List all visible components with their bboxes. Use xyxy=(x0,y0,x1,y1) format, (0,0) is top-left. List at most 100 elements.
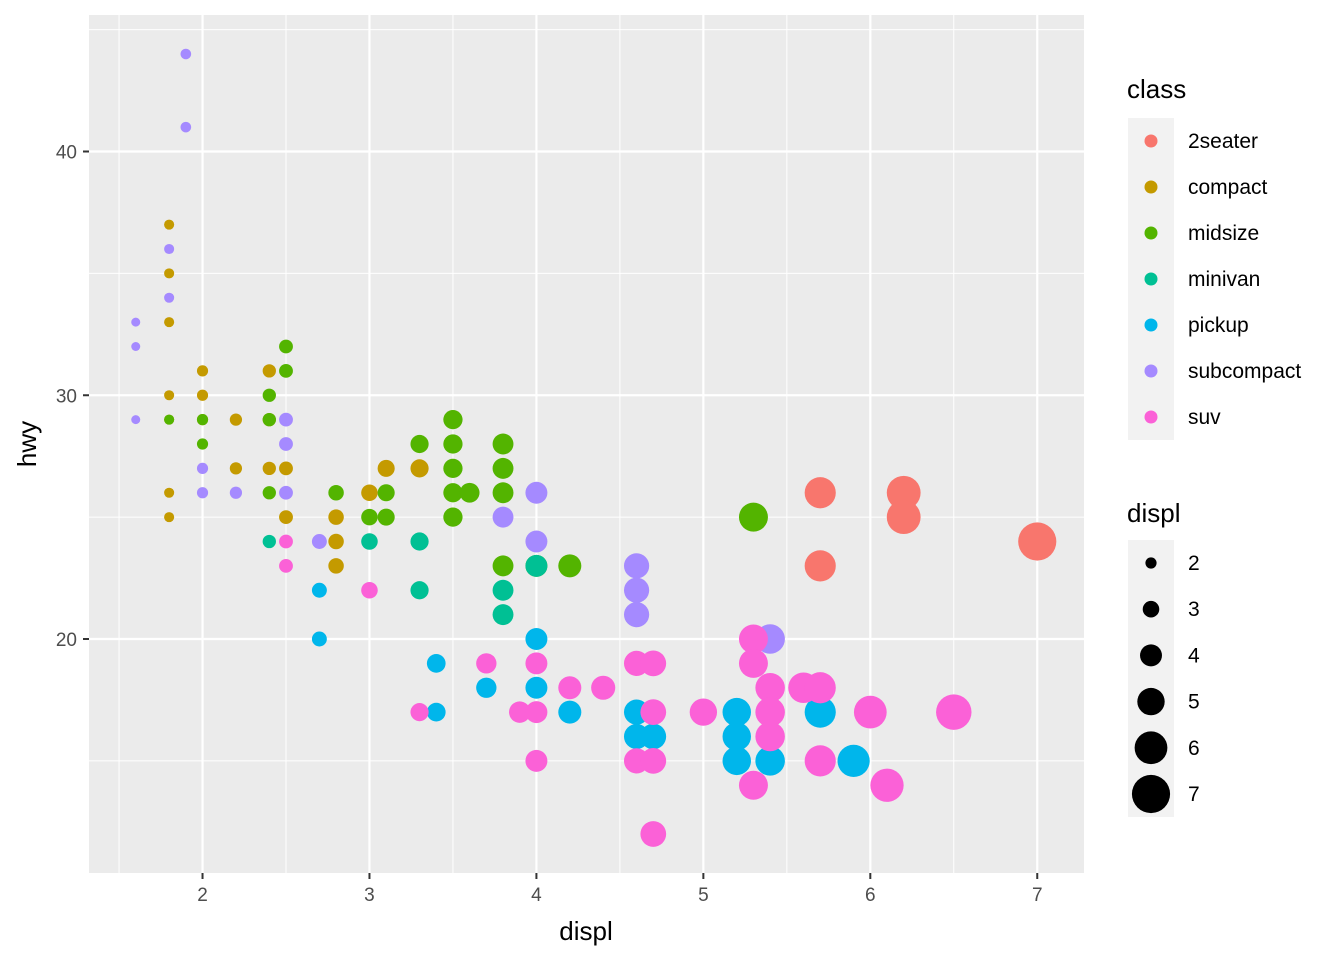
data-point-suv xyxy=(738,624,768,654)
data-point-minivan xyxy=(410,532,429,551)
data-point-midsize xyxy=(196,438,209,450)
legend-key-suv xyxy=(1144,410,1158,424)
data-point-pickup xyxy=(722,722,751,751)
data-point-subcompact xyxy=(164,292,175,303)
legend-size-key-5 xyxy=(1137,687,1165,716)
data-point-suv xyxy=(804,745,836,777)
legend-size-label-4: 4 xyxy=(1188,644,1200,667)
legend-size-key-7 xyxy=(1131,774,1171,814)
data-point-suv xyxy=(640,821,667,847)
x-tick-label: 6 xyxy=(865,885,876,906)
y-tick-label: 20 xyxy=(56,630,77,651)
legend-size-key-4 xyxy=(1140,644,1162,667)
data-point-compact xyxy=(262,364,276,378)
data-point-subcompact xyxy=(525,530,548,553)
data-point-2seater xyxy=(804,550,836,582)
legend-label-suv: suv xyxy=(1188,406,1221,429)
data-point-midsize xyxy=(443,483,463,503)
data-point-suv xyxy=(738,648,768,678)
data-point-suv xyxy=(738,770,768,800)
legend-label-minivan: minivan xyxy=(1188,268,1260,291)
legend-size-key-6 xyxy=(1134,731,1168,765)
data-point-compact xyxy=(196,389,209,401)
y-axis-title: hwy xyxy=(12,421,42,467)
data-point-pickup xyxy=(755,746,785,776)
legend-key-subcompact xyxy=(1144,364,1158,378)
x-tick-label: 5 xyxy=(698,885,709,906)
data-point-pickup xyxy=(837,744,870,777)
data-point-midsize xyxy=(443,507,463,527)
data-point-subcompact xyxy=(311,534,327,549)
x-tick-label: 4 xyxy=(531,885,542,906)
data-point-2seater xyxy=(886,475,921,510)
data-point-midsize xyxy=(196,414,209,426)
legend-displ-title: displ xyxy=(1127,498,1180,528)
data-point-midsize xyxy=(377,484,395,502)
data-point-midsize xyxy=(377,508,395,526)
legend-key-minivan xyxy=(1144,272,1158,286)
data-point-compact xyxy=(164,268,175,279)
data-point-subcompact xyxy=(623,602,650,628)
data-point-suv xyxy=(936,694,972,730)
data-point-midsize xyxy=(492,555,514,577)
x-tick-label: 3 xyxy=(364,885,375,906)
x-tick-label: 7 xyxy=(1032,885,1043,906)
data-point-suv xyxy=(870,768,904,802)
legend-displ: displ 2 3 4 5 6 7 xyxy=(1127,498,1200,817)
legend-label-pickup: pickup xyxy=(1188,314,1249,337)
legend-key-midsize xyxy=(1144,226,1158,240)
legend-class-title: class xyxy=(1127,74,1186,104)
data-point-midsize xyxy=(558,554,582,578)
data-point-suv xyxy=(755,697,785,727)
axes: 2 3 4 5 6 7 20 30 40 xyxy=(56,143,1043,907)
data-point-midsize xyxy=(262,388,276,402)
data-point-subcompact xyxy=(180,121,192,133)
data-point-pickup xyxy=(476,677,497,698)
data-point-compact xyxy=(229,413,243,426)
data-point-subcompact xyxy=(131,342,141,351)
legend-key-pickup xyxy=(1144,318,1158,332)
data-point-midsize xyxy=(328,485,344,501)
data-point-compact xyxy=(164,512,175,523)
data-point-suv xyxy=(279,558,293,573)
data-point-suv xyxy=(640,699,667,725)
legend-size-label-7: 7 xyxy=(1188,783,1200,806)
data-point-midsize xyxy=(279,363,293,378)
data-point-subcompact xyxy=(196,487,209,499)
data-point-midsize xyxy=(410,434,429,454)
data-point-subcompact xyxy=(525,481,548,504)
data-point-midsize xyxy=(443,409,463,430)
legend-key-2seater xyxy=(1144,134,1158,148)
data-point-pickup xyxy=(311,631,327,647)
legend-key-compact xyxy=(1144,180,1158,194)
data-point-suv xyxy=(755,721,785,752)
data-point-compact xyxy=(164,317,175,328)
data-point-compact xyxy=(164,487,175,498)
legend-size-key-3 xyxy=(1142,600,1160,618)
data-point-2seater xyxy=(1018,522,1057,561)
data-point-pickup xyxy=(640,723,667,750)
data-point-suv xyxy=(640,650,667,677)
data-point-subcompact xyxy=(279,485,293,500)
data-point-midsize xyxy=(492,457,514,479)
data-point-minivan xyxy=(361,533,378,550)
data-point-pickup xyxy=(426,702,446,722)
y-tick-label: 30 xyxy=(56,386,77,407)
data-point-subcompact xyxy=(279,412,293,427)
x-tick-label: 2 xyxy=(197,885,208,906)
data-point-midsize xyxy=(459,482,480,503)
data-point-compact xyxy=(279,461,293,476)
data-point-compact xyxy=(328,533,344,550)
data-point-minivan xyxy=(492,579,514,601)
data-point-subcompact xyxy=(229,486,243,499)
data-point-subcompact xyxy=(623,553,650,579)
data-point-suv xyxy=(804,672,836,704)
legend-size-label-6: 6 xyxy=(1188,737,1200,760)
data-point-compact xyxy=(164,219,175,230)
data-point-subcompact xyxy=(131,415,141,425)
data-points xyxy=(131,48,1057,847)
data-point-midsize xyxy=(361,508,378,526)
data-point-suv xyxy=(525,749,548,772)
data-point-pickup xyxy=(311,582,327,598)
data-point-suv xyxy=(410,703,429,722)
